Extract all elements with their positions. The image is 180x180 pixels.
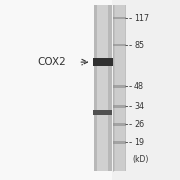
Text: 19: 19 — [134, 138, 144, 147]
Bar — [115, 5, 125, 171]
Text: 117: 117 — [134, 14, 149, 22]
Bar — [94, 5, 112, 171]
Bar — [113, 141, 126, 144]
Bar — [113, 44, 126, 46]
Bar — [93, 110, 112, 115]
Text: 48: 48 — [134, 82, 144, 91]
Bar — [113, 85, 126, 88]
Text: 34: 34 — [134, 102, 144, 111]
Text: 26: 26 — [134, 120, 144, 129]
Bar — [113, 123, 126, 126]
Text: COX2: COX2 — [38, 57, 67, 67]
Bar — [113, 105, 126, 108]
Bar — [97, 5, 108, 171]
Bar — [0, 0, 112, 180]
Bar — [113, 5, 126, 171]
Bar — [113, 17, 126, 19]
Bar — [93, 58, 112, 66]
Text: 85: 85 — [134, 40, 144, 50]
Text: (kD): (kD) — [132, 155, 149, 164]
